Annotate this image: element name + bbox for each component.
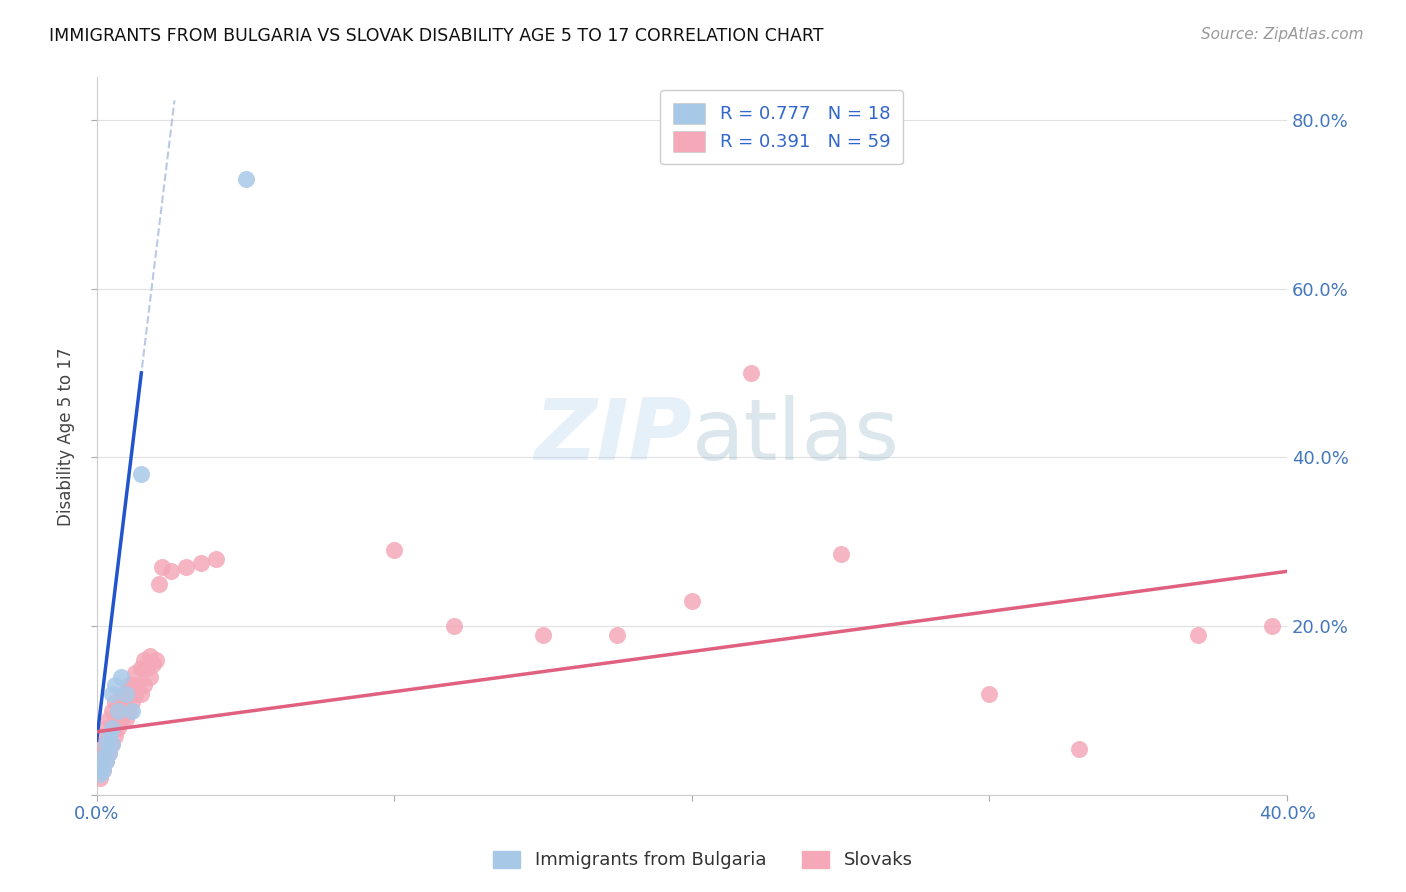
Point (89, 738, 111, 752)
Y-axis label: Disability Age 5 to 17: Disability Age 5 to 17 (58, 347, 75, 525)
Point (89, 758, 111, 772)
Point (100, 738, 122, 752)
Point (531, 627, 554, 641)
Point (112, 687, 135, 701)
Point (91, 750, 114, 764)
Point (134, 653, 156, 667)
Point (136, 661, 159, 675)
Text: atlas: atlas (692, 395, 900, 478)
Text: ZIP: ZIP (534, 395, 692, 478)
Point (121, 704, 143, 718)
Point (121, 678, 143, 692)
Point (112, 704, 135, 718)
Point (121, 695, 143, 709)
Legend: Immigrants from Bulgaria, Slovaks: Immigrants from Bulgaria, Slovaks (484, 842, 922, 879)
Point (94, 754, 117, 768)
Point (131, 467, 153, 482)
Point (139, 648, 162, 663)
Point (91, 729, 114, 743)
Point (91, 763, 114, 777)
Point (443, 619, 465, 633)
Point (97, 729, 120, 743)
Point (103, 712, 125, 726)
Point (830, 548, 852, 562)
Point (134, 678, 156, 692)
Point (235, 171, 257, 186)
Point (1067, 741, 1090, 756)
Point (139, 670, 162, 684)
Legend: R = 0.777   N = 18, R = 0.391   N = 59: R = 0.777 N = 18, R = 0.391 N = 59 (661, 90, 903, 164)
Point (127, 678, 149, 692)
Point (681, 594, 703, 608)
Point (190, 556, 212, 570)
Point (160, 565, 183, 579)
Point (107, 704, 129, 718)
Point (94, 754, 117, 768)
Point (103, 678, 125, 692)
Point (110, 712, 132, 726)
Text: Source: ZipAtlas.com: Source: ZipAtlas.com (1201, 27, 1364, 42)
Point (100, 738, 122, 752)
Point (100, 687, 122, 701)
Point (382, 543, 405, 558)
Point (100, 704, 122, 718)
Point (606, 627, 628, 641)
Point (91, 763, 114, 777)
Point (131, 687, 153, 701)
Point (110, 695, 132, 709)
Point (107, 721, 129, 735)
Point (94, 721, 117, 735)
Point (131, 661, 153, 675)
Point (100, 721, 122, 735)
Point (100, 721, 122, 735)
Point (107, 704, 129, 718)
Point (1261, 619, 1284, 633)
Point (148, 577, 170, 591)
Point (89, 767, 111, 781)
Point (1187, 627, 1209, 641)
Point (150, 560, 173, 574)
Point (979, 687, 1001, 701)
Point (103, 729, 125, 743)
Text: IMMIGRANTS FROM BULGARIA VS SLOVAK DISABILITY AGE 5 TO 17 CORRELATION CHART: IMMIGRANTS FROM BULGARIA VS SLOVAK DISAB… (49, 27, 824, 45)
Point (124, 687, 146, 701)
Point (97, 746, 120, 760)
Point (91, 746, 114, 760)
Point (204, 551, 226, 566)
Point (110, 670, 132, 684)
Point (740, 366, 762, 380)
Point (118, 704, 141, 718)
Point (174, 560, 197, 574)
Point (124, 665, 146, 680)
Point (118, 678, 141, 692)
Point (115, 695, 138, 709)
Point (89, 771, 111, 785)
Point (145, 653, 167, 667)
Point (94, 738, 117, 752)
Point (142, 657, 165, 672)
Point (103, 695, 125, 709)
Point (97, 729, 120, 743)
Point (115, 687, 138, 701)
Point (97, 712, 120, 726)
Point (97, 746, 120, 760)
Point (94, 738, 117, 752)
Point (89, 754, 111, 768)
Point (115, 712, 138, 726)
